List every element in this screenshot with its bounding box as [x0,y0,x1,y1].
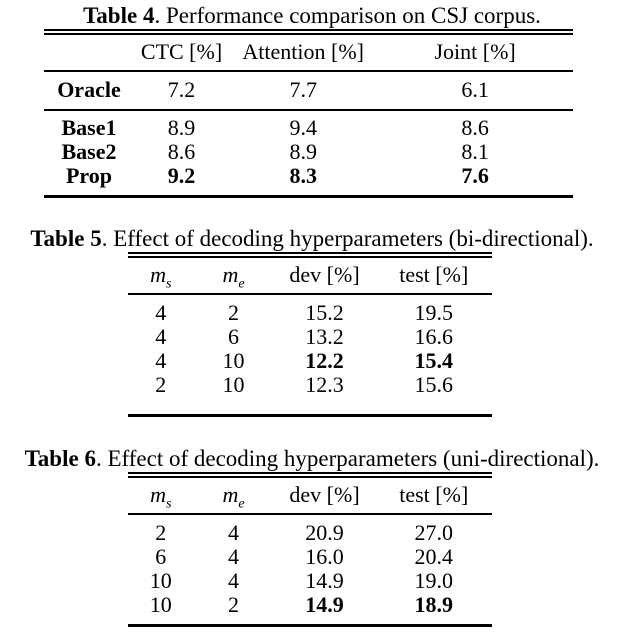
table6-header-me: me [193,478,274,515]
table-cell: 19.5 [414,300,454,325]
table-cell: 10 [222,348,245,373]
table-row-oracle: Oracle 7.2 7.7 6.1 [44,71,573,111]
table-cell: 15.2 [305,300,344,325]
table-cell: 4 [155,300,167,325]
table4-header-attention: Attention [%] [229,35,378,72]
table-row: 2 4 20.9 27.0 [128,514,492,545]
table-cell: 8.9 [167,115,196,140]
table-cell: 10 [149,592,172,617]
table-row: 2 10 12.3 15.6 [128,373,492,414]
table-cell: 9.4 [289,115,317,140]
table5-header-row: ms me dev [%] test [%] [128,258,492,295]
table-cell: 6.1 [377,71,573,111]
table-row-prop: Prop 9.2 8.3 7.6 [44,164,573,195]
table-cell: 12.2 [305,348,344,373]
table5-caption-label: Table 5 [30,226,102,251]
table6-header-ms: ms [128,478,194,515]
table5: ms me dev [%] test [%] 4 2 15.2 19.5 4 6… [128,258,492,414]
row-label: Base2 [61,139,117,164]
table6-bottom-rule [128,624,492,627]
table-cell: 2 [228,300,240,325]
table-cell: 10 [222,372,245,397]
table-cell: 8.1 [461,139,489,164]
table-cell: 2 [155,520,167,545]
table-cell: 16.0 [305,544,344,569]
table-cell: 4 [155,348,167,373]
table5-top-rule [128,252,492,258]
table-cell: 10 [149,568,172,593]
table6-top-rule [128,472,492,478]
table-row: 10 2 14.9 18.9 [128,593,492,624]
table-cell: 7.7 [229,71,378,111]
table-row: 4 10 12.2 15.4 [128,349,492,373]
table-cell: 7.2 [133,71,230,111]
table4-caption-label: Table 4 [83,3,155,28]
table-row-base1: Base1 8.9 9.4 8.6 [44,110,573,140]
table6-header-dev: dev [%] [273,478,376,515]
table-cell: 12.3 [305,372,344,397]
table-cell: 9.2 [167,163,196,188]
table5-caption: Table 5. Effect of decoding hyperparamet… [0,225,624,252]
table-cell: 13.2 [305,324,344,349]
table-cell: 20.9 [305,520,344,545]
table4-caption: Table 4. Performance comparison on CSJ c… [0,0,624,29]
table6-section: Table 6. Effect of decoding hyperparamet… [0,445,624,627]
table6-caption-label: Table 6 [24,446,96,471]
table-cell: 8.9 [289,139,317,164]
table-cell: 20.4 [414,544,454,569]
table-cell: 2 [228,592,240,617]
table-row: 6 4 16.0 20.4 [128,545,492,569]
table-row-base2: Base2 8.6 8.9 8.1 [44,140,573,164]
table4-header-joint: Joint [%] [377,35,573,72]
table6: ms me dev [%] test [%] 2 4 20.9 27.0 6 4… [128,478,492,624]
table5-header-me: me [193,258,274,295]
row-label: Base1 [61,115,117,140]
table-cell: 8.6 [461,115,489,140]
table4-section: Table 4. Performance comparison on CSJ c… [0,0,624,198]
table5-header-test: test [%] [375,258,492,295]
row-label: Prop [65,163,112,188]
table-cell: 8.6 [167,139,196,164]
table-cell: 14.9 [305,592,344,617]
table4-header-empty [44,35,134,72]
table6-header-test: test [%] [375,478,492,515]
table4-header-ctc: CTC [%] [133,35,230,72]
table-cell: 18.9 [414,592,454,617]
table6-caption: Table 6. Effect of decoding hyperparamet… [0,445,624,472]
table-cell: 7.6 [461,163,489,188]
table-row: 10 4 14.9 19.0 [128,569,492,593]
table-row: 4 2 15.2 19.5 [128,294,492,325]
table4: CTC [%] Attention [%] Joint [%] Oracle 7… [44,35,573,195]
table-cell: 15.6 [414,372,454,397]
table-cell: 4 [228,520,240,545]
table-cell: 6 [155,544,167,569]
table-cell: 2 [155,372,167,397]
table-cell: 4 [228,568,240,593]
table6-caption-text: . Effect of decoding hyperparameters (un… [95,446,600,471]
table-cell: 27.0 [414,520,454,545]
table-row: 4 6 13.2 16.6 [128,325,492,349]
table-cell: 14.9 [305,568,344,593]
table4-header-row: CTC [%] Attention [%] Joint [%] [44,35,573,72]
table6-header-row: ms me dev [%] test [%] [128,478,492,515]
table-cell: 4 [228,544,240,569]
table5-header-ms: ms [128,258,194,295]
table5-caption-text: . Effect of decoding hyperparameters (bi… [101,226,594,251]
table-cell: 4 [155,324,167,349]
row-label: Oracle [44,71,134,111]
table-cell: 16.6 [414,324,454,349]
table5-header-dev: dev [%] [273,258,376,295]
table4-top-rule [44,29,573,35]
table5-bottom-rule [128,414,492,417]
table4-caption-text: . Performance comparison on CSJ corpus. [154,3,541,28]
table5-section: Table 5. Effect of decoding hyperparamet… [0,225,624,417]
table-cell: 15.4 [414,348,454,373]
table-cell: 8.3 [289,163,317,188]
table4-bottom-rule [44,195,573,198]
table-cell: 19.0 [414,568,454,593]
table-cell: 6 [228,324,240,349]
